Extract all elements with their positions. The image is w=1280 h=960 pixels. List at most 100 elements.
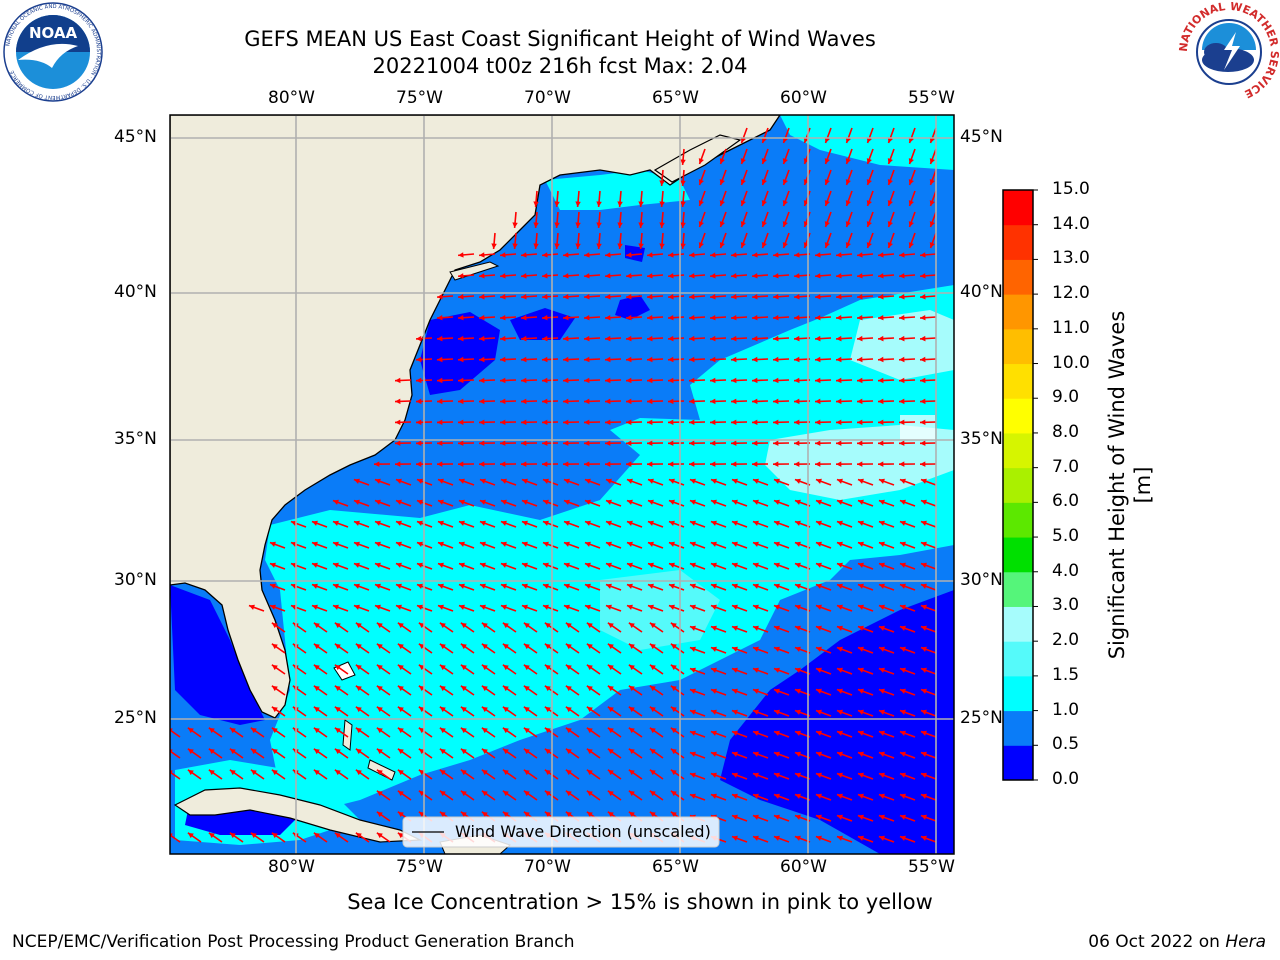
wind-wave-arrow xyxy=(457,335,475,342)
wind-wave-arrow xyxy=(772,294,790,300)
wind-wave-arrow xyxy=(271,769,286,780)
wind-wave-arrow xyxy=(520,377,538,384)
wind-wave-arrow xyxy=(353,604,370,612)
wind-wave-arrow xyxy=(565,685,580,696)
wind-wave-arrow xyxy=(857,499,874,507)
wind-wave-arrow xyxy=(457,440,475,446)
wind-wave-arrow xyxy=(250,727,265,738)
wind-wave-arrow xyxy=(376,832,391,843)
wind-wave-arrow xyxy=(481,769,496,780)
wind-wave-arrow xyxy=(751,252,769,258)
wind-wave-arrow xyxy=(584,520,601,528)
wind-wave-arrow xyxy=(491,232,497,250)
wind-wave-arrow xyxy=(502,790,517,801)
wind-wave-arrow xyxy=(688,273,706,279)
wind-wave-arrow xyxy=(523,622,538,633)
wind-wave-arrow xyxy=(457,356,475,363)
wind-wave-arrow xyxy=(920,520,937,528)
wind-wave-arrow xyxy=(920,709,937,717)
wind-wave-arrow xyxy=(719,148,727,165)
wind-wave-arrow xyxy=(709,461,727,467)
wind-wave-arrow xyxy=(670,790,685,801)
wind-wave-arrow xyxy=(773,562,790,570)
wind-wave-arrow xyxy=(607,685,622,696)
wind-wave-arrow xyxy=(647,562,664,570)
wind-wave-arrow xyxy=(878,688,895,696)
wind-wave-arrow xyxy=(460,622,475,633)
wind-wave-arrow xyxy=(731,625,748,633)
wind-wave-arrow xyxy=(773,604,790,612)
wind-wave-arrow xyxy=(562,252,580,258)
wind-wave-arrow xyxy=(772,377,790,384)
wind-wave-arrow xyxy=(460,790,475,801)
wind-wave-arrow xyxy=(605,478,622,486)
colorbar xyxy=(1002,189,1038,781)
wind-wave-arrow xyxy=(751,440,769,446)
wind-wave-arrow xyxy=(689,751,706,759)
wind-wave-arrow xyxy=(670,727,685,738)
wind-wave-arrow xyxy=(458,583,475,591)
wind-wave-arrow xyxy=(772,398,790,405)
wind-wave-arrow xyxy=(667,398,685,405)
colorbar-label: Significant Height of Wind Waves [m] xyxy=(1105,310,1155,660)
wind-wave-arrow xyxy=(374,562,391,570)
wind-wave-arrow xyxy=(374,604,391,612)
wind-wave-arrow xyxy=(751,356,769,363)
wind-wave-arrow xyxy=(460,664,475,675)
wind-wave-arrow xyxy=(689,583,706,591)
wind-wave-arrow xyxy=(857,562,874,570)
wind-wave-arrow xyxy=(458,562,475,570)
colorbar-segment xyxy=(1003,363,1033,399)
wind-wave-arrow xyxy=(710,541,727,549)
wind-wave-arrow xyxy=(521,583,538,591)
colorbar-segment xyxy=(1003,745,1033,781)
wind-wave-arrow xyxy=(604,252,622,258)
wind-wave-arrow xyxy=(479,499,496,507)
legend-label: Wind Wave Direction (unscaled) xyxy=(455,822,711,841)
wind-wave-arrow xyxy=(355,643,370,654)
wind-wave-arrow xyxy=(499,419,517,426)
wind-wave-arrow xyxy=(617,232,623,250)
wind-wave-arrow xyxy=(646,314,664,321)
wind-wave-arrow xyxy=(311,604,328,612)
wind-wave-arrow xyxy=(719,211,727,228)
wind-wave-arrow xyxy=(857,604,874,612)
wind-wave-arrow xyxy=(689,541,706,549)
wind-wave-arrow xyxy=(542,499,559,507)
wind-wave-arrow xyxy=(481,748,496,759)
wind-wave-arrow xyxy=(563,520,580,528)
wind-wave-arrow xyxy=(835,335,853,342)
wind-wave-arrow xyxy=(334,706,349,717)
wind-wave-arrow xyxy=(628,727,643,738)
wind-wave-arrow xyxy=(376,769,391,780)
wind-wave-arrow xyxy=(878,520,895,528)
wind-wave-arrow xyxy=(772,461,790,467)
wind-wave-arrow xyxy=(919,440,937,446)
wind-wave-arrow xyxy=(730,294,748,300)
wind-wave-arrow xyxy=(626,499,643,507)
wind-wave-arrow xyxy=(625,314,643,321)
wind-wave-arrow xyxy=(271,664,286,675)
wind-wave-arrow xyxy=(437,583,454,591)
wind-wave-arrow xyxy=(836,520,853,528)
wind-wave-arrow xyxy=(920,814,937,822)
machine-name: Hera xyxy=(1225,932,1266,952)
wind-wave-arrow xyxy=(512,211,518,229)
wind-wave-arrow xyxy=(250,832,265,843)
wind-wave-arrow xyxy=(835,377,853,384)
wind-wave-arrow xyxy=(814,294,832,300)
wind-wave-arrow xyxy=(731,583,748,591)
wind-wave-arrow xyxy=(541,252,559,258)
wind-wave-arrow xyxy=(899,835,916,843)
wind-wave-arrow xyxy=(752,814,769,822)
wind-wave-arrow xyxy=(824,169,832,186)
wind-wave-arrow xyxy=(541,419,559,426)
wind-wave-arrow xyxy=(730,440,748,446)
wind-wave-arrow xyxy=(878,604,895,612)
wind-wave-arrow xyxy=(481,622,496,633)
wind-wave-arrow xyxy=(710,793,727,801)
wind-wave-arrow xyxy=(563,604,580,612)
wind-wave-arrow xyxy=(710,646,727,654)
wind-wave-arrow xyxy=(521,520,538,528)
wind-wave-arrow xyxy=(670,622,685,633)
